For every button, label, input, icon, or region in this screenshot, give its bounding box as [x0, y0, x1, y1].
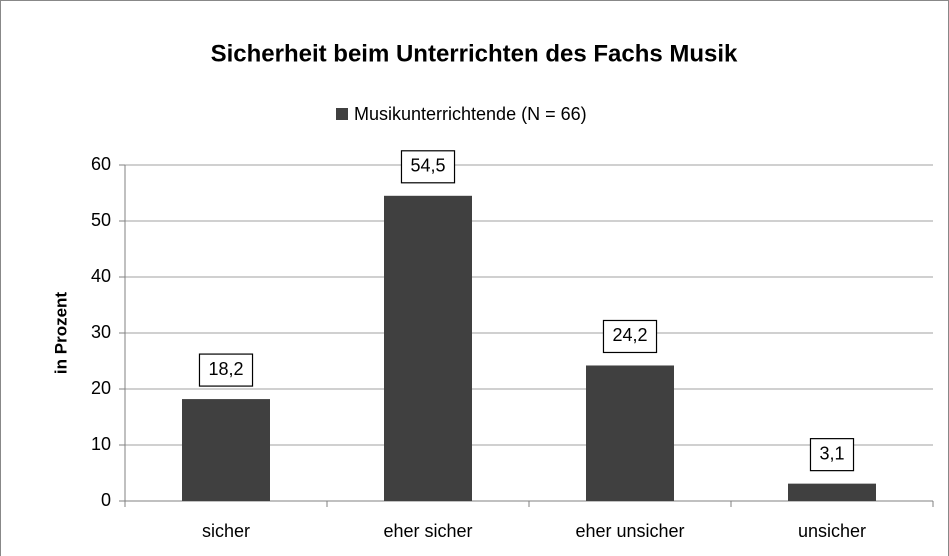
bar: [182, 399, 270, 501]
data-label: 18,2: [208, 359, 243, 379]
data-label-box: [400, 150, 456, 184]
data-label: 3,1: [819, 443, 844, 463]
y-tick-label: 50: [91, 210, 111, 230]
legend-label: Musikunterrichtende (N = 66): [354, 104, 587, 124]
data-label-box: [198, 353, 254, 387]
y-tick-label: 10: [91, 434, 111, 454]
y-tick-label: 20: [91, 378, 111, 398]
bar: [586, 365, 674, 501]
chart-title: Sicherheit beim Unterrichten des Fachs M…: [211, 40, 738, 67]
data-label-box: [809, 438, 855, 472]
y-tick-label: 40: [91, 266, 111, 286]
x-tick-label: eher sicher: [383, 521, 472, 541]
data-label: 54,5: [410, 156, 445, 176]
x-tick-label: sicher: [202, 521, 250, 541]
data-label: 24,2: [612, 325, 647, 345]
y-tick-label: 60: [91, 154, 111, 174]
y-axis-label: in Prozent: [51, 292, 70, 375]
bar: [384, 195, 472, 502]
data-label-box: [602, 319, 658, 354]
y-tick-label: 30: [91, 322, 111, 342]
y-tick-label: 0: [101, 490, 111, 510]
x-tick-label: eher unsicher: [575, 521, 684, 541]
bar: [788, 483, 876, 501]
x-tick-label: unsicher: [798, 521, 866, 541]
legend-swatch: [336, 108, 348, 120]
